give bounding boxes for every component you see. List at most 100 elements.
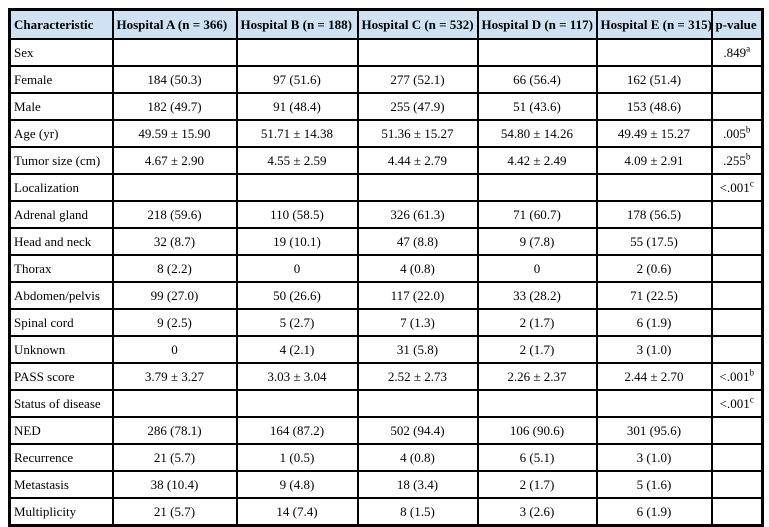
p-value-cell: <.001b	[710, 362, 764, 391]
value-cell	[356, 173, 479, 202]
p-footnote-marker: b	[745, 151, 751, 162]
value-cell: 50 (26.6)	[235, 281, 359, 310]
value-cell: 47 (8.8)	[356, 227, 479, 256]
p-value-cell	[710, 65, 764, 94]
value-cell: 255 (47.9)	[356, 92, 479, 121]
value-cell: 51.36 ± 15.27	[356, 119, 479, 148]
value-cell: 4.55 ± 2.59	[235, 146, 359, 175]
row-label: Spinal cord	[8, 308, 114, 337]
value-cell	[235, 173, 359, 202]
p-value-cell	[710, 308, 764, 337]
value-cell: 4.09 ± 2.91	[595, 146, 713, 175]
p-footnote-marker: b	[749, 367, 755, 378]
value-cell: 4 (2.1)	[235, 335, 359, 364]
p-value-cell	[710, 254, 764, 283]
value-cell: 66 (56.4)	[476, 65, 598, 94]
table-row: Male 182 (49.7) 91 (48.4) 255 (47.9) 51 (43.…	[8, 92, 764, 121]
p-footnote-marker: b	[745, 124, 751, 135]
value-cell	[111, 38, 238, 67]
value-cell: 3.79 ± 3.27	[111, 362, 238, 391]
p-value-cell: .849a	[710, 38, 764, 67]
p-value-cell: <.001c	[710, 173, 764, 202]
row-label: Localization	[8, 173, 114, 202]
value-cell: 218 (59.6)	[111, 200, 238, 229]
value-cell: 91 (48.4)	[235, 92, 359, 121]
value-cell: 110 (58.5)	[235, 200, 359, 229]
row-label: Female	[8, 65, 114, 94]
value-cell: 162 (51.4)	[595, 65, 713, 94]
value-cell: 0	[111, 335, 238, 364]
column-header: Hospital C (n = 532)	[356, 8, 479, 40]
value-cell: 18 (3.4)	[356, 470, 479, 499]
row-label: Male	[8, 92, 114, 121]
value-cell: 2 (0.6)	[595, 254, 713, 283]
value-cell: 4 (0.8)	[356, 254, 479, 283]
p-value-cell: .005b	[710, 119, 764, 148]
table-row: Head and neck 32 (8.7) 19 (10.1) 47 (8.8) 9 …	[8, 227, 764, 256]
table-row: Age (yr) 49.59 ± 15.90 51.71 ± 14.38 51.36 …	[8, 119, 764, 148]
value-cell: 277 (52.1)	[356, 65, 479, 94]
column-header: Hospital A (n = 366)	[111, 8, 238, 40]
value-cell: 2 (1.7)	[476, 335, 598, 364]
table-row: Thorax 8 (2.2) 0 4 (0.8) 0 2 (0.6)	[8, 254, 764, 283]
row-label: Unknown	[8, 335, 114, 364]
value-cell: 178 (56.5)	[595, 200, 713, 229]
row-label: Status of disease	[8, 389, 114, 418]
value-cell: 49.59 ± 15.90	[111, 119, 238, 148]
table-row: Female 184 (50.3) 97 (51.6) 277 (52.1) 66 (5…	[8, 65, 764, 94]
value-cell: 184 (50.3)	[111, 65, 238, 94]
row-label: Thorax	[8, 254, 114, 283]
value-cell: 117 (22.0)	[356, 281, 479, 310]
value-cell: 19 (10.1)	[235, 227, 359, 256]
value-cell: 1 (0.5)	[235, 443, 359, 472]
table-row: PASS score 3.79 ± 3.27 3.03 ± 3.04 2.52 ± 2…	[8, 362, 764, 391]
table-row: Abdomen/pelvis 99 (27.0) 50 (26.6) 117 (22.…	[8, 281, 764, 310]
row-label: Head and neck	[8, 227, 114, 256]
value-cell: 32 (8.7)	[111, 227, 238, 256]
value-cell: 33 (28.2)	[476, 281, 598, 310]
value-cell: 31 (5.8)	[356, 335, 479, 364]
p-value-cell	[710, 470, 764, 499]
column-header: Hospital B (n = 188)	[235, 8, 359, 40]
p-value-cell: .255b	[710, 146, 764, 175]
row-label: Recurrence	[8, 443, 114, 472]
value-cell: 6 (1.9)	[595, 308, 713, 337]
value-cell	[476, 38, 598, 67]
value-cell: 8 (2.2)	[111, 254, 238, 283]
value-cell: 9 (7.8)	[476, 227, 598, 256]
characteristics-table: Characteristic Hospital A (n = 366) Hospit…	[8, 8, 764, 527]
table-body: Sex .849a Female 184 (50.3) 97 (51.6) 277 (52…	[8, 38, 764, 527]
value-cell: 182 (49.7)	[111, 92, 238, 121]
value-cell: 2.26 ± 2.37	[476, 362, 598, 391]
value-cell: 2.52 ± 2.73	[356, 362, 479, 391]
value-cell: 9 (2.5)	[111, 308, 238, 337]
row-label: NED	[8, 416, 114, 445]
column-header: Hospital D (n = 117)	[476, 8, 598, 40]
table-row: Localization <.001c	[8, 173, 764, 202]
table-row: Recurrence 21 (5.7) 1 (0.5) 4 (0.8) 6 (5.1) 3…	[8, 443, 764, 472]
value-cell: 301 (95.6)	[595, 416, 713, 445]
value-cell: 97 (51.6)	[235, 65, 359, 94]
value-cell: 2.44 ± 2.70	[595, 362, 713, 391]
p-value-cell	[710, 443, 764, 472]
value-cell: 4.44 ± 2.79	[356, 146, 479, 175]
p-footnote-marker: c	[749, 394, 754, 405]
row-label: Sex	[8, 38, 114, 67]
value-cell: 21 (5.7)	[111, 443, 238, 472]
value-cell	[235, 389, 359, 418]
table-row: Status of disease <.001c	[8, 389, 764, 418]
table-row: Tumor size (cm) 4.67 ± 2.90 4.55 ± 2.59 4.4…	[8, 146, 764, 175]
value-cell	[476, 389, 598, 418]
column-header: Hospital E (n = 315)	[595, 8, 713, 40]
value-cell	[595, 389, 713, 418]
p-value-cell	[710, 92, 764, 121]
value-cell: 164 (87.2)	[235, 416, 359, 445]
value-cell: 4 (0.8)	[356, 443, 479, 472]
value-cell: 502 (94.4)	[356, 416, 479, 445]
value-cell: 51 (43.6)	[476, 92, 598, 121]
value-cell: 4.67 ± 2.90	[111, 146, 238, 175]
table-row: Metastasis 38 (10.4) 9 (4.8) 18 (3.4) 2 (1.7…	[8, 470, 764, 499]
value-cell: 2 (1.7)	[476, 470, 598, 499]
table-row: Unknown 0 4 (2.1) 31 (5.8) 2 (1.7) 3 (1.0)	[8, 335, 764, 364]
value-cell: 2 (1.7)	[476, 308, 598, 337]
